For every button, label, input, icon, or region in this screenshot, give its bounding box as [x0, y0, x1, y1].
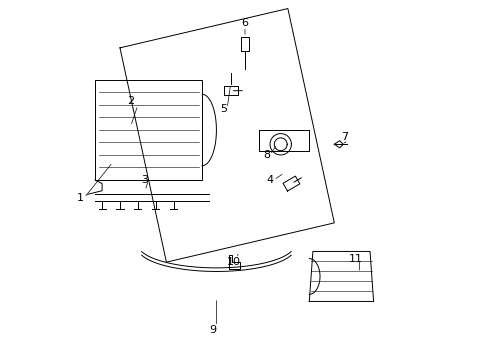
Text: 6: 6: [242, 18, 248, 28]
Text: 1: 1: [77, 193, 84, 203]
Text: 10: 10: [227, 257, 241, 267]
Text: 2: 2: [127, 96, 134, 107]
Text: 8: 8: [263, 150, 270, 160]
Text: 4: 4: [267, 175, 273, 185]
Text: 9: 9: [209, 325, 217, 335]
Text: 11: 11: [349, 253, 363, 264]
Text: 7: 7: [342, 132, 348, 142]
Text: 5: 5: [220, 104, 227, 113]
FancyBboxPatch shape: [95, 80, 202, 180]
Text: 3: 3: [142, 175, 148, 185]
